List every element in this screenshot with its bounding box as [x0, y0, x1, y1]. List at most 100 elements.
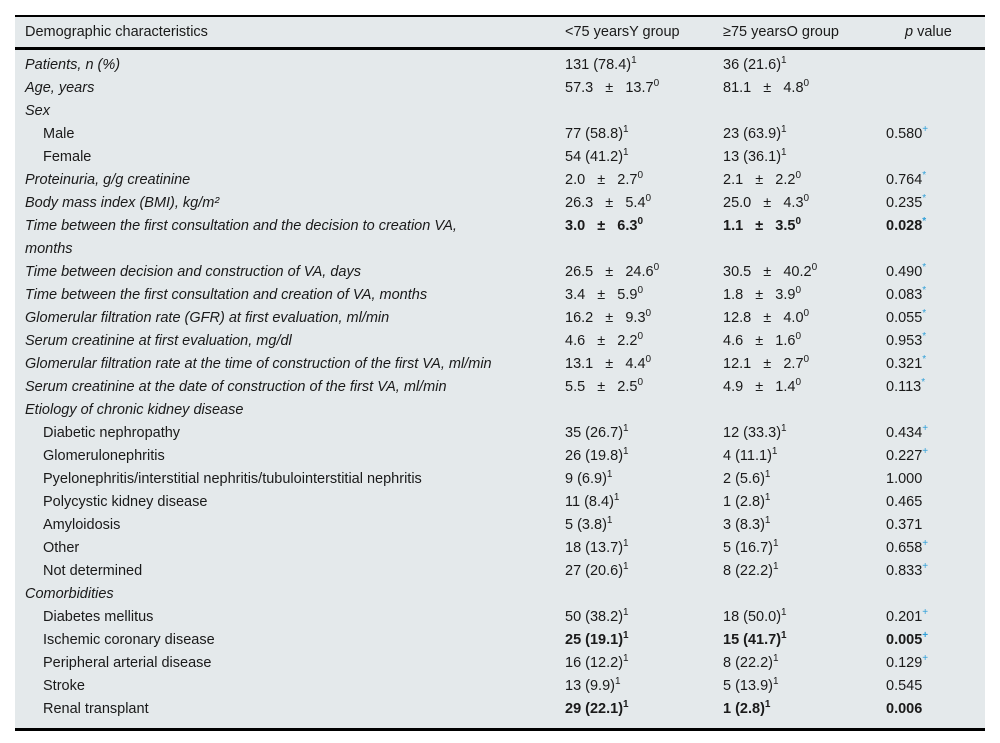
- table-body: Patients, n (%) 131 (78.4)1 36 (21.6)1 Age,…: [15, 48, 985, 728]
- table-row: Glomerulonephritis 26 (19.8)1 4 (11.1)1 0.2…: [15, 445, 985, 468]
- p-value-text: 0.113: [886, 378, 922, 395]
- footnote-marker: 1: [631, 54, 637, 66]
- p-value-word: value: [913, 23, 952, 40]
- footnote-marker: 0: [795, 215, 802, 227]
- table-row: Other 18 (13.7)1 5 (16.7)1 0.658+: [15, 537, 985, 560]
- young-group-value: 26 (19.8)1: [565, 445, 723, 468]
- young-group-value-text: 57.3 ± 13.7: [565, 79, 654, 96]
- p-value: 0.235*: [885, 192, 985, 215]
- young-group-value: 2.0 ± 2.70: [565, 169, 723, 192]
- young-group-value: 9 (6.9)1: [565, 468, 723, 491]
- row-label: Etiology of chronic kidney disease: [25, 401, 244, 418]
- p-value-text: 0.465: [886, 493, 923, 510]
- old-group-value: 1 (2.8)1: [723, 491, 885, 514]
- footnote-marker: 1: [623, 445, 629, 457]
- p-value: [885, 399, 985, 422]
- table-row: Diabetic nephropathy 35 (26.7)1 12 (33.3)1…: [15, 422, 985, 445]
- footnote-marker: 1: [623, 606, 629, 618]
- old-group-value: 30.5 ± 40.20: [723, 261, 885, 284]
- significance-marker: +: [922, 422, 929, 434]
- p-value-text: 0.005: [886, 631, 923, 648]
- old-group-value-text: 30.5 ± 40.2: [723, 263, 812, 280]
- young-group-value-text: 5.5 ± 2.5: [565, 378, 638, 395]
- p-value-text: 0.235: [886, 194, 923, 211]
- footnote-marker: 1: [606, 468, 613, 480]
- old-group-value-text: 2.1 ± 2.2: [723, 171, 796, 188]
- p-value: 0.227+: [885, 445, 985, 468]
- old-group-value-text: 15 (41.7): [723, 631, 782, 648]
- p-value: 0.113*: [885, 376, 985, 399]
- table-row: Ischemic coronary disease 25 (19.1)1 15 (4…: [15, 629, 985, 652]
- significance-marker: *: [922, 169, 927, 181]
- p-value: [885, 146, 985, 169]
- row-label: Ischemic coronary disease: [43, 631, 215, 648]
- old-group-value-text: 12.1 ± 2.7: [723, 355, 804, 372]
- footnote-marker: 1: [623, 422, 629, 434]
- p-value: 0.545: [885, 675, 985, 698]
- section-row: Comorbidities: [15, 583, 985, 606]
- p-value-text: 0.580: [886, 125, 923, 142]
- row-label: Diabetes mellitus: [43, 608, 154, 625]
- young-group-value-text: 77 (58.8): [565, 125, 624, 142]
- young-group-value: 4.6 ± 2.20: [565, 330, 723, 353]
- young-group-value-text: 35 (26.7): [565, 424, 624, 441]
- p-value-text: 0.490: [886, 263, 923, 280]
- footnote-marker: 1: [614, 675, 621, 687]
- old-group-value: 8 (22.2)1: [723, 652, 885, 675]
- p-value-text: 0.129: [886, 654, 923, 671]
- table-row: Female 54 (41.2)1 13 (36.1)1: [15, 146, 985, 169]
- footnote-marker: 1: [623, 123, 629, 135]
- young-group-value: 13 (9.9)1: [565, 675, 723, 698]
- young-group-value-text: 25 (19.1): [565, 631, 624, 648]
- footnote-marker: 1: [764, 468, 771, 480]
- row-label: Male: [43, 125, 75, 142]
- p-value: [885, 100, 985, 123]
- young-group-value: 131 (78.4)1: [565, 48, 723, 77]
- p-value: 0.083*: [885, 284, 985, 307]
- old-group-value-text: 23 (63.9): [723, 125, 782, 142]
- young-group-value-text: 29 (22.1): [565, 700, 624, 717]
- row-label: Glomerular filtration rate at the time o…: [25, 355, 492, 372]
- p-value-text: 0.953: [886, 332, 923, 349]
- old-group-value-text: 36 (21.6): [723, 56, 782, 73]
- p-value: 0.658+: [885, 537, 985, 560]
- old-group-value: [723, 100, 885, 123]
- young-group-value-text: 26 (19.8): [565, 447, 624, 464]
- row-label: Other: [43, 539, 80, 556]
- p-value: 0.129+: [885, 652, 985, 675]
- p-value: 0.490*: [885, 261, 985, 284]
- row-label: Proteinuria, g/g creatinine: [25, 171, 191, 188]
- old-group-value: 23 (63.9)1: [723, 123, 885, 146]
- old-group-value: 2.1 ± 2.20: [723, 169, 885, 192]
- old-group-value: [723, 583, 885, 606]
- old-group-value-text: 1 (2.8): [723, 700, 765, 717]
- row-label: Body mass index (BMI), kg/m²: [25, 194, 220, 211]
- footnote-marker: 0: [795, 376, 802, 388]
- footnote-marker: 0: [637, 284, 644, 296]
- young-group-value: 11 (8.4)1: [565, 491, 723, 514]
- row-label: Pyelonephritis/interstitial nephritis/tu…: [43, 470, 422, 487]
- footnote-marker: 0: [803, 353, 810, 365]
- table-row: Serum creatinine at the date of construc…: [15, 376, 985, 399]
- old-group-value: 12 (33.3)1: [723, 422, 885, 445]
- young-group-value-text: 26.3 ± 5.4: [565, 194, 646, 211]
- header-old-group: ≥75 yearsO group: [723, 17, 885, 50]
- footnote-marker: 1: [781, 54, 787, 66]
- p-value: 1.000: [885, 468, 985, 491]
- table-row: Glomerular filtration rate (GFR) at firs…: [15, 307, 985, 330]
- significance-marker: +: [922, 123, 929, 135]
- young-group-value: 13.1 ± 4.40: [565, 353, 723, 376]
- footnote-marker: 0: [803, 192, 810, 204]
- significance-marker: +: [922, 652, 929, 664]
- young-group-value-text: 54 (41.2): [565, 148, 624, 165]
- significance-marker: *: [922, 330, 927, 342]
- footnote-marker: 1: [623, 629, 629, 641]
- row-label: Glomerulonephritis: [43, 447, 165, 464]
- significance-marker: +: [922, 629, 929, 641]
- row-label: Diabetic nephropathy: [43, 424, 181, 441]
- old-group-value: 5 (13.9)1: [723, 675, 885, 698]
- table-row: Renal transplant 29 (22.1)1 1 (2.8)1 0.006: [15, 698, 985, 728]
- p-value-text: 1.000: [886, 470, 923, 487]
- young-group-value-text: 26.5 ± 24.6: [565, 263, 654, 280]
- young-group-value: 18 (13.7)1: [565, 537, 723, 560]
